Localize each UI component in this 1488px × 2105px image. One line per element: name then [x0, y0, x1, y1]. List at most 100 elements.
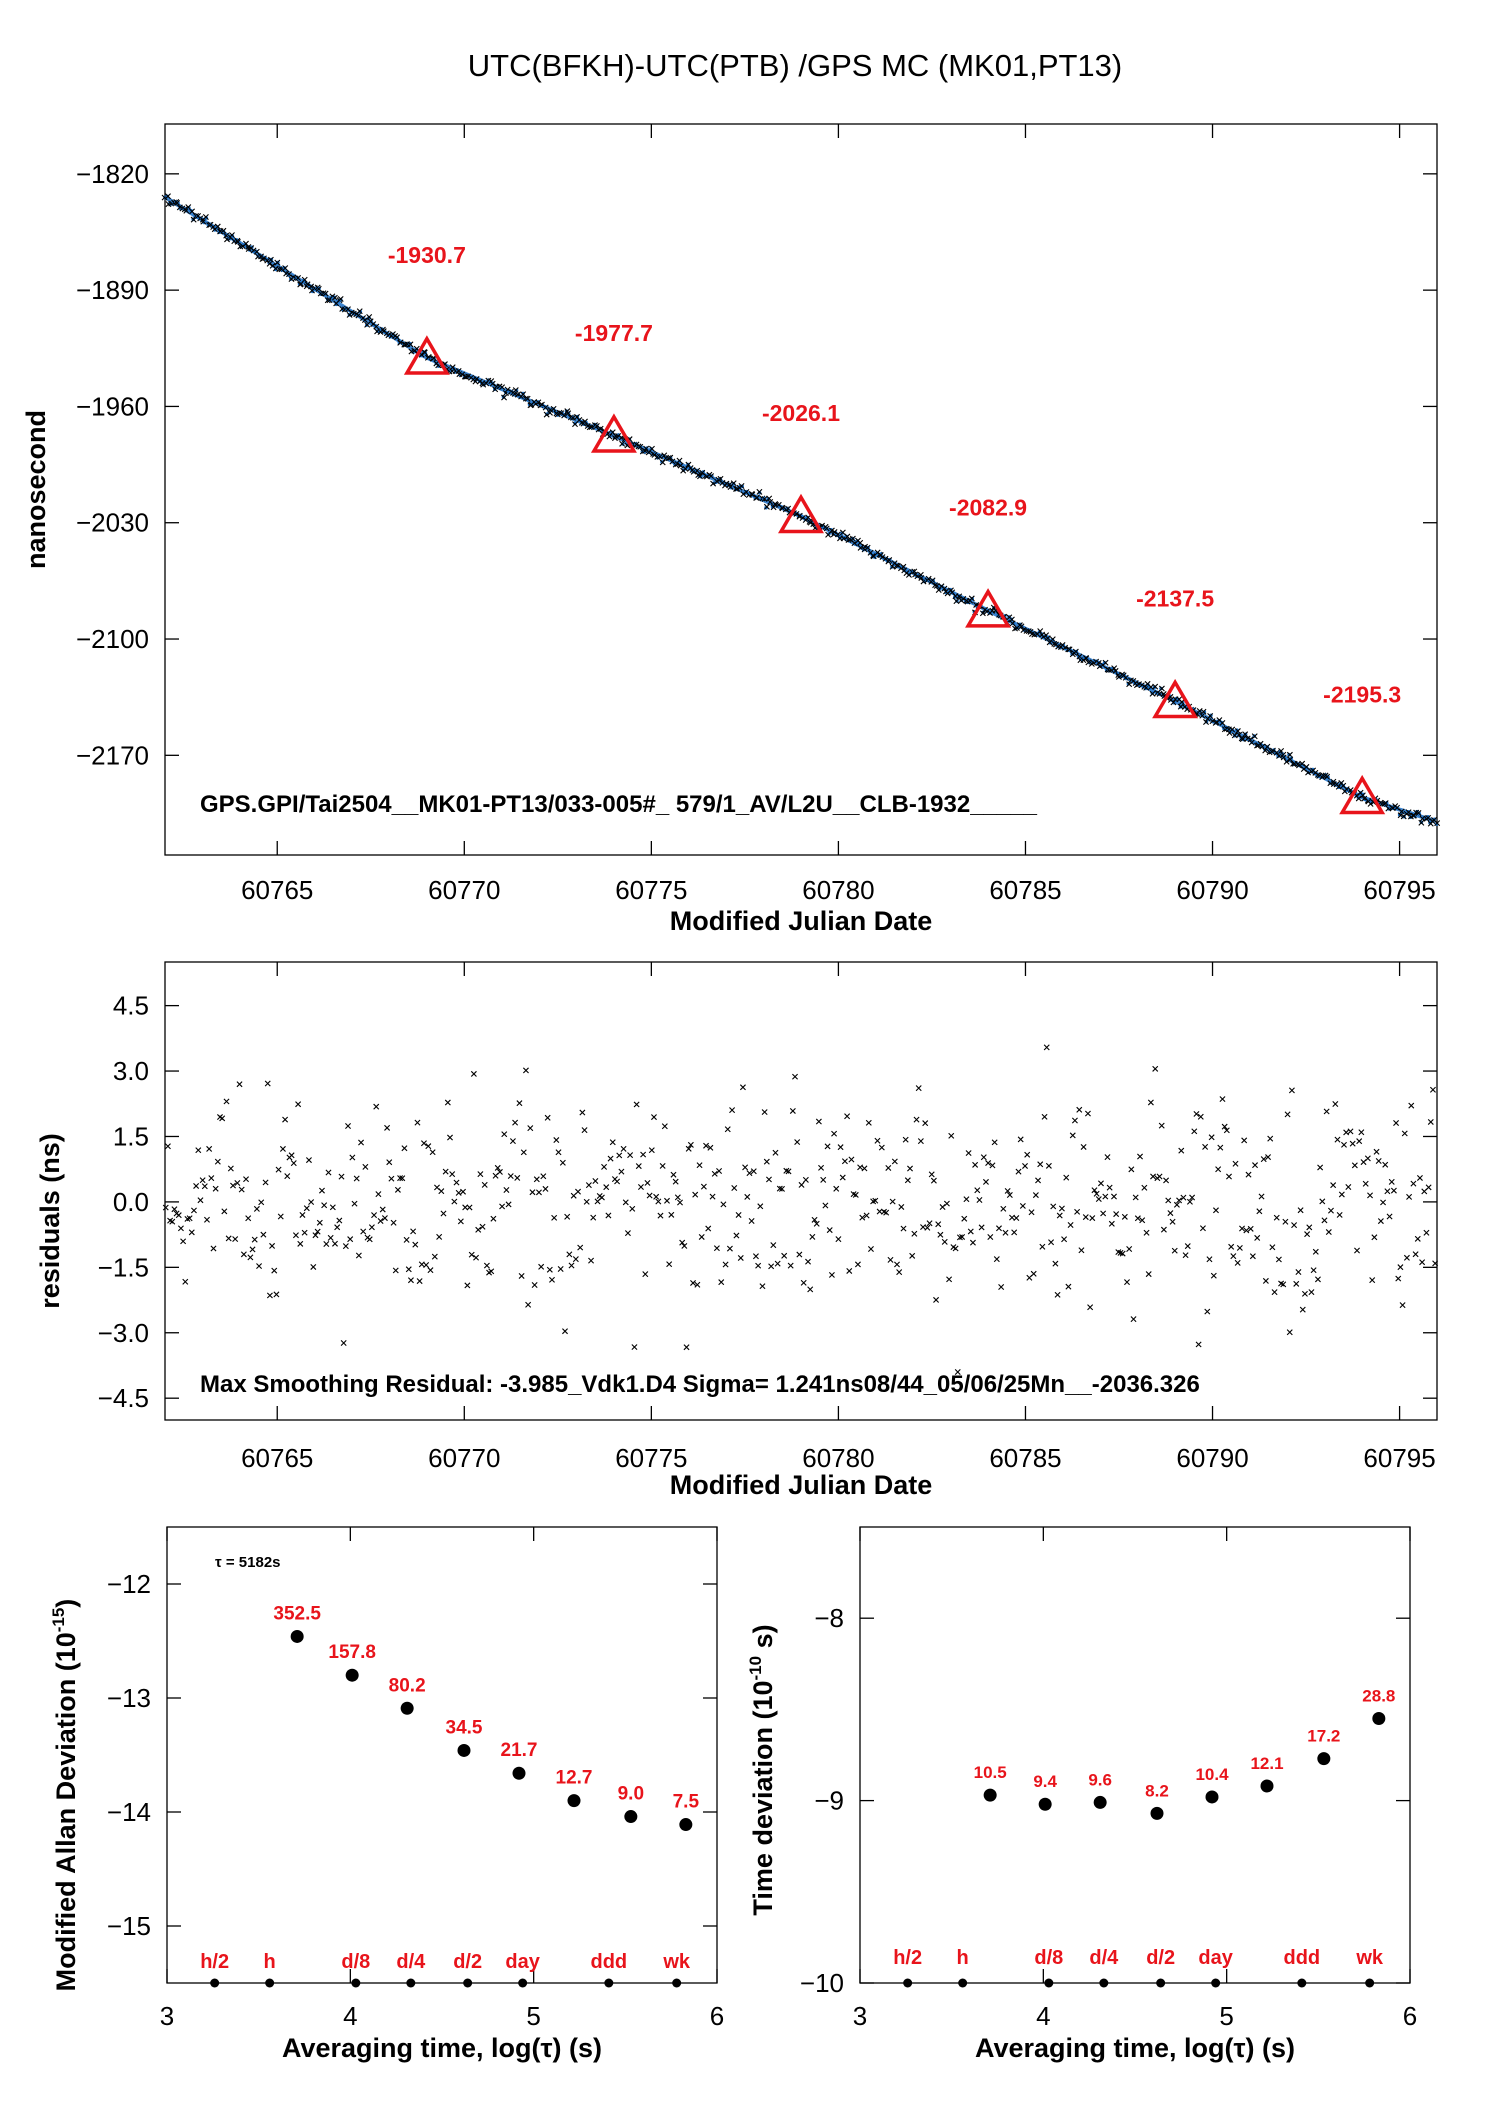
residual-point-marker — [427, 1267, 434, 1274]
x-tick-label: 60765 — [241, 875, 313, 905]
residual-point-marker — [722, 1261, 729, 1268]
daily-value-label: -2026.1 — [762, 400, 840, 426]
residual-point-marker — [579, 1109, 586, 1116]
x-tick-label: 5 — [526, 2001, 540, 2031]
residual-point-marker — [375, 1191, 382, 1198]
residual-point-marker — [607, 1155, 614, 1162]
offset-point-marker — [1126, 681, 1133, 688]
period-mark-label: wk — [662, 1951, 691, 1973]
period-mark-label: h — [264, 1951, 276, 1973]
residual-point-marker — [735, 1211, 742, 1218]
top-panel-offset-plot: 60765 60770 60775 60780 60785 60790 60795 −2170… — [21, 123, 1441, 936]
residual-point-marker — [308, 1199, 315, 1206]
residual-point-marker — [564, 1213, 571, 1220]
residual-point-marker — [503, 1186, 510, 1193]
offset-point-marker — [394, 334, 401, 341]
middle-panel-residuals-plot: 60765 60770 60775 60780 60785 60790 60795 −4.5 −… — [35, 961, 1439, 1500]
residual-point-marker — [1039, 1243, 1046, 1250]
offset-measurement-points — [161, 193, 1441, 827]
stability-point — [983, 1788, 997, 1802]
residual-point-marker — [752, 1253, 759, 1260]
stability-point — [1317, 1752, 1331, 1766]
residual-point-marker — [1367, 1192, 1374, 1199]
residual-point-marker — [1432, 1260, 1439, 1267]
residual-point-marker — [872, 1197, 879, 1204]
stability-value-label: 80.2 — [389, 1675, 426, 1696]
residual-point-marker — [397, 1175, 404, 1182]
residual-point-marker — [583, 1198, 590, 1205]
offset-point-marker — [738, 483, 745, 490]
residual-point-marker — [1414, 1235, 1421, 1242]
residual-point-marker — [622, 1199, 629, 1206]
residual-point-marker — [1423, 1229, 1430, 1236]
residual-point-marker — [900, 1225, 907, 1232]
period-mark-dot — [463, 1978, 473, 1988]
residual-point-marker — [1247, 1225, 1254, 1232]
residual-point-marker — [1024, 1151, 1031, 1158]
residual-point-marker — [709, 1193, 716, 1200]
offset-point-marker — [214, 223, 221, 230]
residual-point-marker — [431, 1253, 438, 1260]
residual-point-marker — [952, 1245, 959, 1252]
residual-point-marker — [327, 1234, 334, 1241]
period-mark-dot — [672, 1978, 682, 1988]
residual-point-marker — [316, 1219, 323, 1226]
residual-point-marker — [1293, 1280, 1300, 1287]
residual-point-marker — [1145, 1271, 1152, 1278]
residual-point-marker — [256, 1263, 263, 1270]
residual-point-marker — [1256, 1208, 1263, 1215]
x-tick-label: 4 — [1036, 2001, 1050, 2031]
residual-point-marker — [496, 1168, 503, 1175]
residual-point-marker — [1343, 1129, 1350, 1136]
residual-point-marker — [939, 1204, 946, 1211]
y-tick-label: −2170 — [76, 740, 149, 770]
offset-point-marker — [1299, 760, 1306, 767]
residual-point-marker — [305, 1157, 312, 1164]
stability-value-label: 7.5 — [673, 1792, 700, 1813]
offset-point-dot — [414, 347, 419, 352]
x-tick-label: 60765 — [241, 1443, 313, 1473]
y-tick-label: −15 — [107, 1911, 151, 1941]
residual-point-marker — [575, 1188, 582, 1195]
residual-point-marker — [1330, 1182, 1337, 1189]
offset-point-marker — [1122, 674, 1129, 681]
residual-point-marker — [323, 1241, 330, 1247]
residual-point-marker — [462, 1204, 469, 1211]
offset-point-marker — [174, 199, 181, 206]
residual-point-marker — [1271, 1289, 1278, 1296]
residual-point-marker — [1104, 1154, 1111, 1161]
residual-point-marker — [1351, 1162, 1358, 1169]
residual-point-marker — [394, 1186, 401, 1193]
residual-point-marker — [685, 1145, 692, 1152]
offset-point-marker — [1264, 743, 1271, 750]
residual-point-marker — [164, 1143, 171, 1150]
residual-point-marker — [1234, 1259, 1241, 1266]
residual-point-marker — [1319, 1198, 1326, 1205]
residual-point-marker — [414, 1119, 421, 1126]
residual-point-marker — [1171, 1247, 1178, 1254]
offset-point-marker — [1415, 809, 1422, 816]
residual-point-marker — [859, 1214, 866, 1221]
residual-point-marker — [440, 1210, 447, 1217]
stability-point — [345, 1668, 359, 1682]
residual-point-marker — [1373, 1148, 1380, 1155]
y-tick-label: −8 — [814, 1603, 844, 1633]
stability-point — [1372, 1712, 1386, 1726]
residual-point-marker — [509, 1138, 516, 1145]
residual-point-marker — [867, 1246, 874, 1252]
residual-point-marker — [696, 1162, 703, 1169]
offset-point-dot — [805, 515, 810, 520]
residual-point-marker — [386, 1159, 393, 1166]
offset-point-marker — [918, 574, 925, 581]
residual-point-marker — [959, 1233, 966, 1240]
x-tick-label: 5 — [1219, 2001, 1233, 2031]
offset-point-marker — [648, 445, 655, 452]
offset-point-marker — [228, 232, 235, 239]
y-axis-title-text: nanosecond — [21, 410, 51, 569]
residual-point-marker — [1011, 1229, 1018, 1236]
daily-marker-triangle — [778, 493, 824, 534]
residual-point-marker — [720, 1201, 727, 1208]
period-mark-label: d/2 — [1146, 1947, 1175, 1969]
residual-point-marker — [670, 1171, 677, 1178]
residual-point-marker — [488, 1268, 495, 1275]
